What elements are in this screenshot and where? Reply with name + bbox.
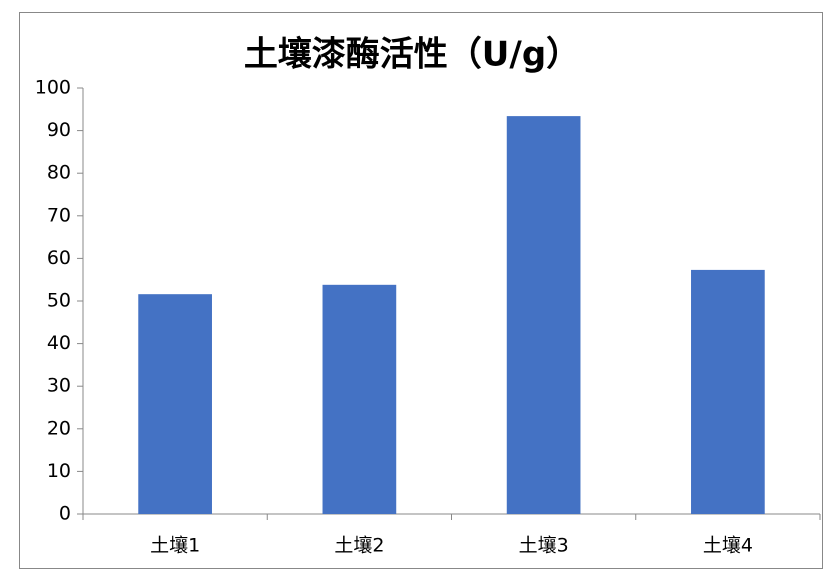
x-tick-label: 土壤4 [703,535,753,557]
chart-title: 土壤漆酶活性（U/g） [244,35,580,75]
y-tick-label: 30 [47,375,71,397]
y-tick-label: 10 [47,460,71,482]
y-tick-label: 80 [47,162,71,184]
x-tick-label: 土壤3 [519,535,569,557]
y-tick-label: 90 [47,119,71,141]
bar [691,269,765,514]
bar [506,116,581,514]
y-tick-label: 20 [47,417,71,439]
x-tick-label: 土壤1 [150,535,200,557]
bar [138,294,212,514]
y-tick-label: 60 [47,247,71,269]
bar [322,284,397,514]
y-tick-label: 0 [59,503,71,525]
y-tick-label: 100 [35,77,71,99]
x-tick-label: 土壤2 [334,535,384,557]
y-tick-label: 70 [47,204,71,226]
y-tick-label: 50 [47,290,71,312]
y-tick-label: 40 [47,332,71,354]
